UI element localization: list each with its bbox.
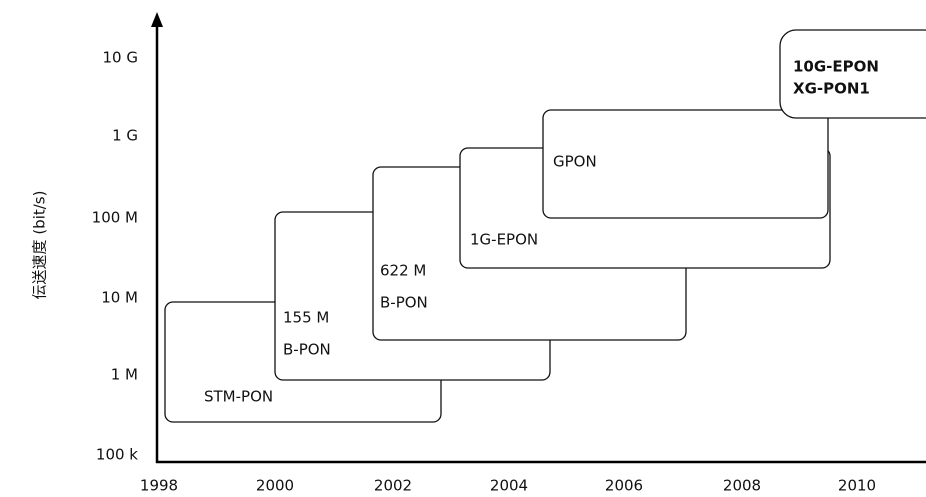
x-tick-label: 2006: [605, 477, 643, 495]
y-tick-label: 1 M: [111, 366, 138, 384]
y-axis-title: 伝送速度 (bit/s): [31, 191, 49, 300]
box-label: B-PON: [283, 341, 331, 359]
box-label: STM-PON: [204, 388, 273, 406]
y-axis-arrow: [151, 12, 163, 27]
x-tick-label: 2004: [490, 477, 528, 495]
box-label: 10G-EPON: [793, 58, 879, 76]
y-tick-label: 1 G: [112, 127, 138, 145]
box: [542, 109, 829, 219]
box-label: 1G-EPON: [470, 231, 538, 249]
box: [779, 29, 926, 119]
box-label: 622 M: [380, 262, 426, 280]
y-tick-label: 100 M: [92, 209, 138, 227]
box-label: GPON: [553, 153, 597, 171]
x-tick-label: 2010: [838, 477, 876, 495]
box-label: B-PON: [380, 294, 428, 312]
x-tick-label: 1998: [140, 477, 178, 495]
y-tick-label: 10 M: [101, 289, 138, 307]
x-tick-label: 2000: [256, 477, 294, 495]
box-label: 155 M: [283, 309, 329, 327]
y-tick-label: 10 G: [103, 49, 138, 67]
y-tick-label: 100 k: [96, 446, 138, 464]
box-label: XG-PON1: [793, 80, 870, 98]
x-tick-label: 2008: [723, 477, 761, 495]
x-tick-label: 2002: [374, 477, 412, 495]
